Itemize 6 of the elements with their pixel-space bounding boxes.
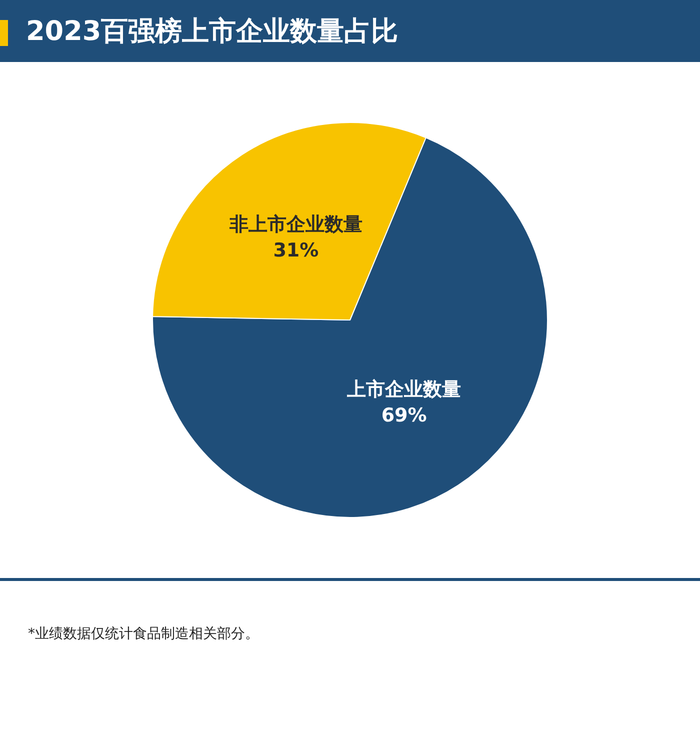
slice-label: 非上市企业数量: [228, 213, 362, 236]
slice-label: 上市企业数量: [346, 378, 462, 401]
data-label: 31%: [273, 239, 319, 262]
chart-title: 2023百强榜上市企业数量占比: [26, 15, 398, 49]
data-label: 69%: [381, 404, 427, 427]
text: *业绩数据仅统计食品制造相关部分。: [28, 625, 260, 643]
